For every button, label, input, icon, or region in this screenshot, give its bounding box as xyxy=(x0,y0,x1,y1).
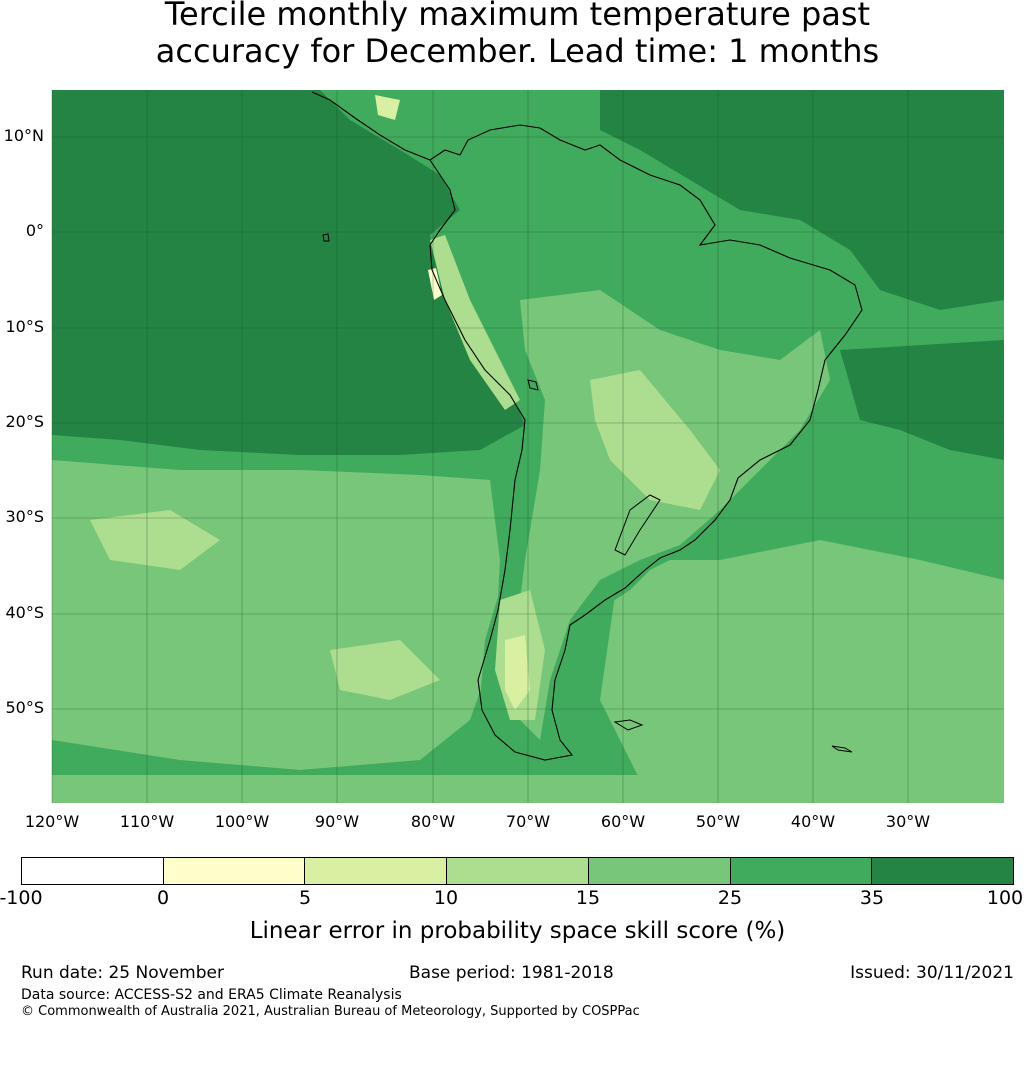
colorbar xyxy=(21,857,1014,885)
lon-label-90w: 90°W xyxy=(314,812,360,831)
lon-label-60w: 60°W xyxy=(600,812,646,831)
skill-score-map xyxy=(51,90,1004,803)
colorbar-segment xyxy=(730,858,873,884)
atlantic-high-skill-region xyxy=(600,90,1004,310)
lake-titicaca xyxy=(527,379,539,391)
pacific-high-skill-region xyxy=(52,90,525,455)
lat-label-20s: 20°S xyxy=(5,412,44,431)
colorbar-segment xyxy=(447,858,589,884)
lon-label-50w: 50°W xyxy=(695,812,741,831)
colorbar-tick: 0 xyxy=(156,887,170,909)
lon-label-70w: 70°W xyxy=(505,812,551,831)
patagonia-very-low-skill xyxy=(505,635,530,710)
galapagos xyxy=(322,233,330,242)
south-pacific-low-patch-2 xyxy=(330,640,440,700)
lon-label-110w: 110°W xyxy=(119,812,175,831)
lat-label-30s: 30°S xyxy=(5,507,44,526)
lat-label-0: 0° xyxy=(25,221,44,240)
colorbar-tick: 5 xyxy=(298,887,312,909)
lat-label-10n: 10°N xyxy=(3,126,44,145)
base-period: Base period: 1981-2018 xyxy=(409,963,614,983)
south-pacific-low-patch xyxy=(90,510,220,570)
south-georgia xyxy=(831,745,853,753)
colorbar-tick: 100 xyxy=(986,887,1024,909)
colorbar-segment xyxy=(588,858,731,884)
run-date: Run date: 25 November xyxy=(21,963,224,983)
lon-label-30w: 30°W xyxy=(885,812,931,831)
colorbar-tick: 10 xyxy=(433,887,459,909)
map-gridlines xyxy=(51,90,1004,803)
atlantic-east-high-skill xyxy=(840,340,1004,460)
colorbar-tick: -100 xyxy=(0,887,43,909)
lon-label-40w: 40°W xyxy=(790,812,836,831)
lat-label-50s: 50°S xyxy=(5,698,44,717)
colorbar-label: Linear error in probability space skill … xyxy=(249,918,786,944)
lon-label-120w: 120°W xyxy=(24,812,80,831)
data-source: Data source: ACCESS-S2 and ERA5 Climate … xyxy=(21,987,402,1003)
rio-de-la-plata xyxy=(614,494,661,556)
colorbar-segment xyxy=(22,858,164,884)
map-title: Tercile monthly maximum temperature past… xyxy=(0,0,1035,70)
lon-label-80w: 80°W xyxy=(410,812,456,831)
title-line-1: Tercile monthly maximum temperature past xyxy=(164,0,871,33)
lat-label-10s: 10°S xyxy=(5,317,44,336)
colorbar-tick: 25 xyxy=(717,887,743,909)
colorbar-segment xyxy=(163,858,306,884)
title-line-2: accuracy for December. Lead time: 1 mont… xyxy=(155,32,880,70)
lat-label-40s: 40°S xyxy=(5,603,44,622)
andes-low-skill-strip xyxy=(430,235,520,410)
colorbar-tick: 35 xyxy=(859,887,885,909)
colorbar-tick: 15 xyxy=(575,887,601,909)
peru-coast-very-low xyxy=(428,268,442,300)
coastline xyxy=(311,91,863,761)
central-america-low xyxy=(375,95,400,120)
colorbar-segment xyxy=(305,858,448,884)
issued-date: Issued: 30/11/2021 xyxy=(850,963,1014,983)
falkland-islands xyxy=(613,719,644,731)
south-atlantic-moderate-region xyxy=(600,540,1004,790)
lon-label-100w: 100°W xyxy=(214,812,270,831)
brazil-low-skill xyxy=(590,370,720,510)
copyright: © Commonwealth of Australia 2021, Austra… xyxy=(21,1004,640,1019)
colorbar-segment xyxy=(872,858,1014,884)
